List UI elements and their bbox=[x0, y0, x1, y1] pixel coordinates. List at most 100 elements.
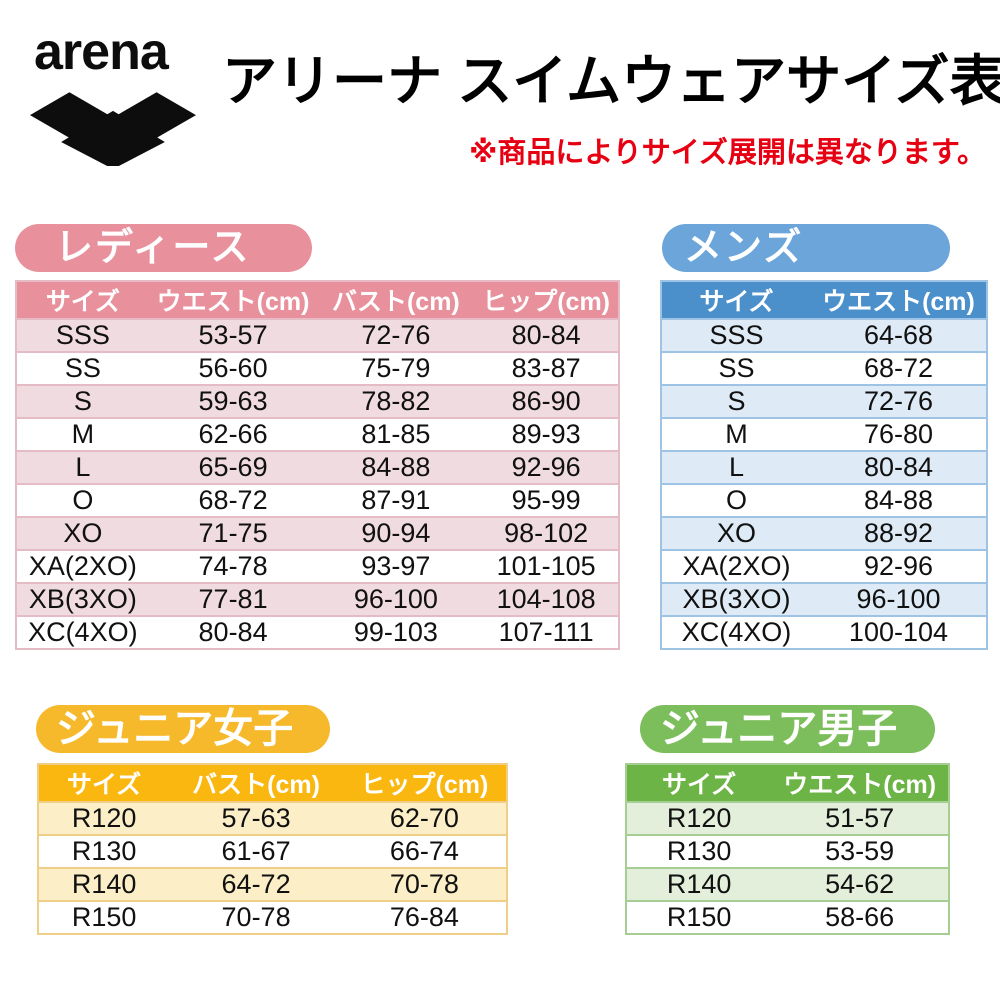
size-cell: 61-67 bbox=[169, 835, 343, 869]
size-cell: XO bbox=[661, 517, 811, 551]
size-row: XA(2XO) 92-96 bbox=[661, 550, 987, 584]
size-row: R140 64-72 70-78 bbox=[38, 868, 507, 902]
header-row: サイズ ウエスト(cm) bbox=[661, 281, 987, 320]
size-cell: 80-84 bbox=[148, 616, 318, 650]
size-row: XC(4XO) 100-104 bbox=[661, 616, 987, 650]
size-row: SS 56-60 75-79 83-87 bbox=[16, 352, 619, 386]
table-junior-boys: サイズ ウエスト(cm) R120 51-57 R130 53-59 R140 54-62 R1… bbox=[625, 763, 950, 935]
size-cell: L bbox=[661, 451, 811, 485]
size-cell: 96-100 bbox=[317, 583, 475, 617]
size-cell: XA(2XO) bbox=[16, 550, 149, 584]
badge-mens: メンズ bbox=[662, 224, 950, 272]
column-header: バスト(cm) bbox=[169, 764, 343, 803]
table-mens: サイズ ウエスト(cm) SSS 64-68 SS 68-72 S 72-76 M 76-80 L 8… bbox=[660, 280, 988, 650]
size-cell: 64-72 bbox=[169, 868, 343, 902]
size-cell: S bbox=[661, 385, 811, 419]
size-row: S 72-76 bbox=[661, 385, 987, 419]
size-row: R140 54-62 bbox=[626, 868, 949, 902]
arena-diamond-logo-icon bbox=[30, 92, 196, 166]
size-cell: SSS bbox=[16, 319, 149, 353]
size-row: R120 57-63 62-70 bbox=[38, 802, 507, 836]
size-cell: 95-99 bbox=[474, 484, 619, 518]
size-row: SSS 53-57 72-76 80-84 bbox=[16, 319, 619, 353]
size-cell: R130 bbox=[626, 835, 772, 869]
size-cell: 68-72 bbox=[810, 352, 987, 386]
size-cell: O bbox=[661, 484, 811, 518]
size-cell: 53-59 bbox=[771, 835, 949, 869]
size-cell: 62-66 bbox=[148, 418, 318, 452]
header-row: サイズ ウエスト(cm) バスト(cm) ヒップ(cm) bbox=[16, 281, 619, 320]
size-row: XC(4XO) 80-84 99-103 107-111 bbox=[16, 616, 619, 650]
size-cell: XC(4XO) bbox=[16, 616, 149, 650]
size-cell: 76-80 bbox=[810, 418, 987, 452]
size-cell: SS bbox=[661, 352, 811, 386]
size-row: SS 68-72 bbox=[661, 352, 987, 386]
page-title: アリーナ スイムウェアサイズ表 bbox=[222, 50, 1000, 112]
size-cell: 107-111 bbox=[474, 616, 619, 650]
size-cell: 72-76 bbox=[810, 385, 987, 419]
size-row: L 80-84 bbox=[661, 451, 987, 485]
size-cell: 66-74 bbox=[342, 835, 507, 869]
size-cell: 71-75 bbox=[148, 517, 318, 551]
size-cell: 70-78 bbox=[169, 901, 343, 935]
size-cell: 83-87 bbox=[474, 352, 619, 386]
size-cell: 81-85 bbox=[317, 418, 475, 452]
size-cell: R120 bbox=[626, 802, 772, 836]
size-cell: 80-84 bbox=[474, 319, 619, 353]
column-header: サイズ bbox=[38, 764, 170, 803]
size-cell: S bbox=[16, 385, 149, 419]
column-header: ウエスト(cm) bbox=[810, 281, 987, 320]
size-row: XB(3XO) 77-81 96-100 104-108 bbox=[16, 583, 619, 617]
size-row: S 59-63 78-82 86-90 bbox=[16, 385, 619, 419]
size-cell: SSS bbox=[661, 319, 811, 353]
size-row: XO 88-92 bbox=[661, 517, 987, 551]
size-cell: 84-88 bbox=[810, 484, 987, 518]
size-cell: 54-62 bbox=[771, 868, 949, 902]
header-row: サイズ バスト(cm) ヒップ(cm) bbox=[38, 764, 507, 803]
size-row: M 76-80 bbox=[661, 418, 987, 452]
size-cell: 65-69 bbox=[148, 451, 318, 485]
size-cell: XB(3XO) bbox=[661, 583, 811, 617]
column-header: ウエスト(cm) bbox=[148, 281, 318, 320]
size-cell: 68-72 bbox=[148, 484, 318, 518]
size-cell: R150 bbox=[626, 901, 772, 935]
size-cell: M bbox=[661, 418, 811, 452]
size-row: SSS 64-68 bbox=[661, 319, 987, 353]
size-cell: 89-93 bbox=[474, 418, 619, 452]
size-cell: 62-70 bbox=[342, 802, 507, 836]
size-row: O 68-72 87-91 95-99 bbox=[16, 484, 619, 518]
column-header: サイズ bbox=[661, 281, 811, 320]
badge-junior-boys: ジュニア男子 bbox=[640, 705, 935, 753]
size-cell: 64-68 bbox=[810, 319, 987, 353]
size-cell: 96-100 bbox=[810, 583, 987, 617]
size-cell: 92-96 bbox=[474, 451, 619, 485]
size-cell: 84-88 bbox=[317, 451, 475, 485]
size-cell: XB(3XO) bbox=[16, 583, 149, 617]
size-cell: M bbox=[16, 418, 149, 452]
size-cell: XA(2XO) bbox=[661, 550, 811, 584]
size-cell: 90-94 bbox=[317, 517, 475, 551]
column-header: ウエスト(cm) bbox=[771, 764, 949, 803]
size-cell: O bbox=[16, 484, 149, 518]
size-cell: 86-90 bbox=[474, 385, 619, 419]
size-cell: 98-102 bbox=[474, 517, 619, 551]
size-cell: R140 bbox=[38, 868, 170, 902]
size-cell: SS bbox=[16, 352, 149, 386]
size-cell: R120 bbox=[38, 802, 170, 836]
table-junior-girls: サイズ バスト(cm) ヒップ(cm) R120 57-63 62-70 R130 61-67… bbox=[37, 763, 508, 935]
size-cell: 72-76 bbox=[317, 319, 475, 353]
badge-ladies: レディース bbox=[15, 224, 312, 272]
table-ladies: サイズ ウエスト(cm) バスト(cm) ヒップ(cm) SSS 53-57 72-76 80… bbox=[15, 280, 620, 650]
arena-wordmark: arena bbox=[34, 23, 169, 81]
size-cell: L bbox=[16, 451, 149, 485]
size-row: R130 53-59 bbox=[626, 835, 949, 869]
size-row: R120 51-57 bbox=[626, 802, 949, 836]
size-cell: 87-91 bbox=[317, 484, 475, 518]
size-row: M 62-66 81-85 89-93 bbox=[16, 418, 619, 452]
size-cell: 56-60 bbox=[148, 352, 318, 386]
size-cell: 100-104 bbox=[810, 616, 987, 650]
size-row: XB(3XO) 96-100 bbox=[661, 583, 987, 617]
column-header: バスト(cm) bbox=[317, 281, 475, 320]
size-cell: XC(4XO) bbox=[661, 616, 811, 650]
